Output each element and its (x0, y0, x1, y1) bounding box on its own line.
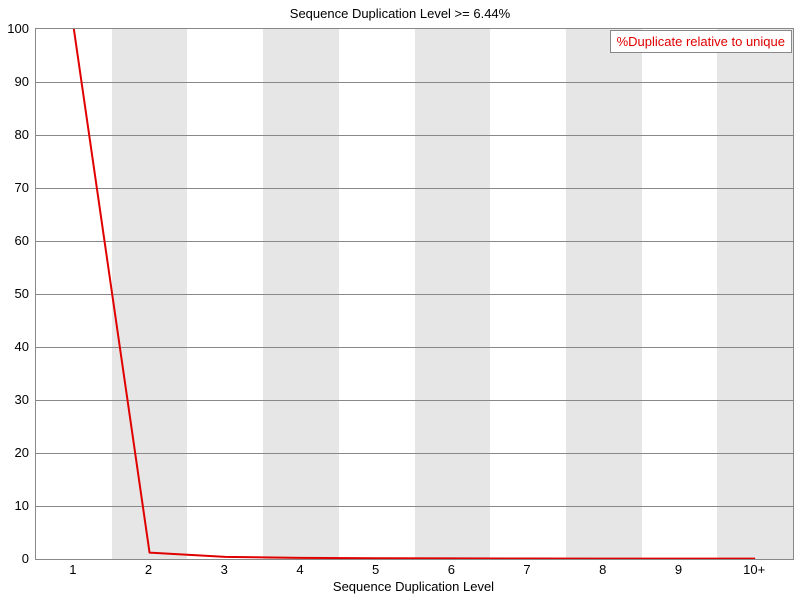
chart-title: Sequence Duplication Level >= 6.44% (0, 6, 800, 21)
x-tick-label: 4 (262, 562, 338, 577)
x-tick-label: 7 (489, 562, 565, 577)
x-tick-label: 8 (565, 562, 641, 577)
y-tick-label: 30 (0, 392, 29, 407)
y-tick-label: 40 (0, 339, 29, 354)
y-tick-label: 50 (0, 286, 29, 301)
y-tick-label: 70 (0, 180, 29, 195)
y-tick-label: 60 (0, 233, 29, 248)
chart-container: Sequence Duplication Level >= 6.44% %Dup… (0, 0, 800, 600)
plot-area: %Duplicate relative to unique (35, 28, 794, 560)
x-tick-label: 10+ (716, 562, 792, 577)
x-tick-label: 9 (641, 562, 717, 577)
x-tick-label: 5 (338, 562, 414, 577)
x-tick-label: 6 (414, 562, 490, 577)
y-tick-label: 90 (0, 74, 29, 89)
series-line (74, 29, 755, 559)
y-tick-label: 0 (0, 551, 29, 566)
y-tick-label: 100 (0, 21, 29, 36)
x-tick-label: 3 (186, 562, 262, 577)
x-tick-label: 2 (111, 562, 187, 577)
series-line-layer (36, 29, 793, 559)
y-tick-label: 20 (0, 445, 29, 460)
x-axis-label: Sequence Duplication Level (35, 579, 792, 594)
y-tick-label: 80 (0, 127, 29, 142)
x-tick-label: 1 (35, 562, 111, 577)
y-tick-label: 10 (0, 498, 29, 513)
